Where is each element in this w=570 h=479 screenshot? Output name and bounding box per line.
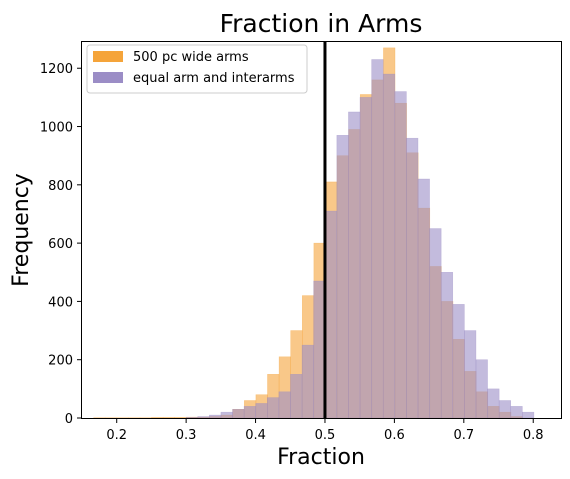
histogram-bar [324, 210, 338, 419]
y-tick-label: 1000 [40, 121, 73, 136]
histogram-bar [359, 97, 372, 419]
legend: 500 pc wide arms equal arm and interarms [86, 44, 308, 94]
histogram-bar [336, 135, 349, 419]
histogram-bar [255, 403, 268, 419]
histogram-bar [243, 406, 256, 419]
x-tick-label: 0.6 [384, 428, 405, 443]
histogram-bar [162, 417, 175, 419]
y-tick-label: 200 [48, 354, 73, 369]
histogram-bar [464, 330, 477, 419]
histogram-bar [429, 228, 442, 419]
legend-swatch-1 [93, 51, 123, 62]
histogram-bar [220, 411, 233, 419]
histogram-bar [209, 414, 222, 419]
histogram-bar [371, 59, 384, 419]
histogram-bar [232, 409, 245, 419]
histogram-bar [522, 411, 535, 419]
histogram-bar [290, 374, 303, 419]
y-tick-label: 600 [48, 237, 73, 252]
histogram-bar [498, 400, 511, 419]
legend-label-2: equal arm and interarms [133, 71, 295, 86]
x-axis-label: Fraction [277, 445, 365, 470]
legend-label-1: 500 pc wide arms [133, 50, 249, 65]
histogram-bar [452, 304, 465, 419]
histogram-bar [348, 111, 361, 419]
plot-frame [81, 41, 562, 419]
histogram-bar [267, 397, 280, 419]
chart-title: Fraction in Arms [220, 9, 423, 38]
histogram-bar [394, 91, 407, 419]
histogram-bar [301, 344, 314, 419]
y-tick-label: 0 [65, 412, 73, 427]
histogram-bar [174, 417, 187, 419]
bars-series-2 [185, 59, 535, 419]
legend-box [86, 44, 308, 94]
x-tick-label: 0.7 [453, 428, 474, 443]
x-axis: 0.2 0.3 0.4 0.5 0.6 0.7 0.8 [106, 418, 544, 443]
histogram-bar [487, 388, 500, 419]
y-axis-label: Frequency [9, 173, 34, 287]
histogram-bar [510, 406, 523, 419]
histogram-bar [197, 416, 210, 419]
x-tick-label: 0.4 [245, 428, 266, 443]
histogram-bar [406, 137, 419, 419]
histogram-bar [151, 417, 164, 419]
x-tick-label: 0.5 [315, 428, 336, 443]
y-tick-label: 800 [48, 179, 73, 194]
y-tick-label: 400 [48, 295, 73, 310]
histogram-bar [475, 359, 488, 419]
histogram-bar [185, 417, 198, 419]
x-tick-label: 0.2 [106, 428, 127, 443]
histogram-bar [417, 178, 430, 419]
histogram-bar [382, 73, 396, 419]
x-tick-label: 0.8 [523, 428, 544, 443]
legend-swatch-2 [93, 72, 123, 83]
histogram-bar [440, 272, 454, 419]
x-tick-label: 0.3 [176, 428, 197, 443]
y-tick-label: 1200 [40, 62, 73, 77]
histogram-bar [278, 391, 291, 419]
y-axis: 0 200 400 600 800 1000 1200 [40, 62, 82, 427]
